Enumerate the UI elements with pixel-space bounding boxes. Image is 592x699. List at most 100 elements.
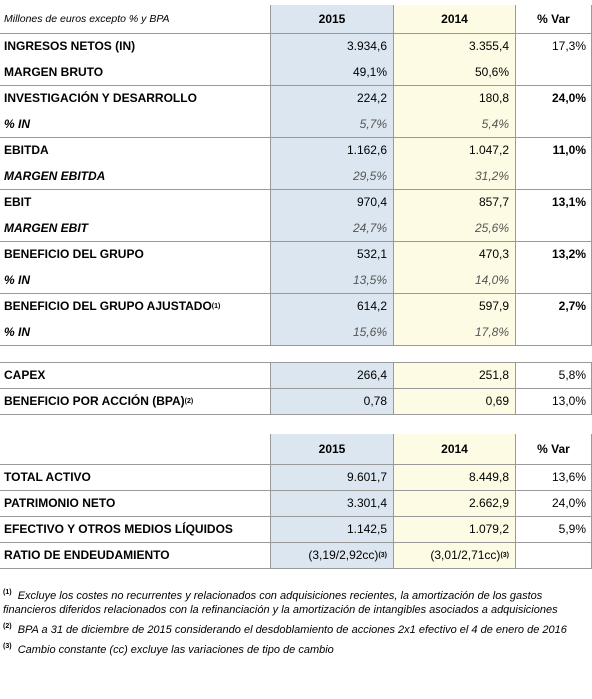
- footnote-3: (3) Cambio constante (cc) excluye las va…: [3, 643, 588, 657]
- table-row: MARGEN EBITDA 29,5% 31,2%: [0, 163, 592, 189]
- value-var: 17,3%: [516, 33, 592, 59]
- table-header-row: 2015 2014 % Var: [0, 434, 592, 464]
- row-label: INGRESOS NETOS (IN): [4, 39, 136, 53]
- row-label: EBIT: [4, 195, 32, 209]
- value-var: 5,8%: [516, 362, 592, 388]
- value-2014: 17,8%: [393, 319, 516, 345]
- value-2015: 15,6%: [270, 319, 393, 345]
- row-label: EFECTIVO Y OTROS MEDIOS LÍQUIDOS: [4, 522, 233, 536]
- table-row: INVESTIGACIÓN Y DESARROLLO 224,2 180,8 2…: [0, 85, 592, 111]
- footnote-text: BPA a 31 de diciembre de 2015 consideran…: [17, 624, 567, 636]
- value-2015: 24,7%: [270, 215, 393, 241]
- spacer: [0, 345, 592, 362]
- table-row: INGRESOS NETOS (IN) 3.934,6 3.355,4 17,3…: [0, 33, 592, 59]
- value-var: 5,9%: [516, 516, 592, 542]
- spacer-cell: [516, 345, 592, 362]
- divider: [0, 414, 592, 415]
- spacer-cell: [270, 345, 393, 362]
- footnote-2: (2) BPA a 31 de diciembre de 2015 consid…: [3, 623, 588, 637]
- divider: [0, 542, 592, 543]
- header-2015: 2015: [270, 5, 393, 33]
- footnote-marker: (3): [500, 551, 509, 559]
- value-2015: 13,5%: [270, 267, 393, 293]
- value-2015: 29,5%: [270, 163, 393, 189]
- row-label: RATIO DE ENDEUDAMIENTO: [4, 548, 170, 562]
- table-row: BENEFICIO DEL GRUPO AJUSTADO (1) 614,2 59…: [0, 293, 592, 319]
- divider: [0, 516, 592, 517]
- value-2014: 470,3: [393, 241, 516, 267]
- table-row: EBITDA 1.162,6 1.047,2 11,0%: [0, 137, 592, 163]
- value-2015: 532,1: [270, 241, 393, 267]
- value-2014: 8.449,8: [393, 464, 516, 490]
- footnote-marker: (1): [211, 302, 221, 310]
- value-2014: 25,6%: [393, 215, 516, 241]
- table-row: TOTAL ACTIVO 9.601,7 8.449,8 13,6%: [0, 464, 592, 490]
- header-var: % Var: [516, 434, 592, 464]
- divider: [0, 33, 592, 34]
- row-label: MARGEN BRUTO: [4, 65, 104, 79]
- row-label: MARGEN EBITDA: [4, 169, 106, 183]
- table-row: MARGEN BRUTO 49,1% 50,6%: [0, 59, 592, 85]
- footnote-1: (1) Excluye los costes no recurrentes y …: [3, 589, 588, 617]
- value-2014: 14,0%: [393, 267, 516, 293]
- value-2014: 5,4%: [393, 111, 516, 137]
- row-label: % IN: [4, 273, 31, 287]
- table-row: MARGEN EBIT 24,7% 25,6%: [0, 215, 592, 241]
- value-var: [516, 215, 592, 241]
- divider: [0, 189, 592, 190]
- value-2015: 3.301,4: [270, 490, 393, 516]
- value-2014: (3,01/2,71cc) (3): [393, 542, 516, 568]
- table-row: BENEFICIO DEL GRUPO 532,1 470,3 13,2%: [0, 241, 592, 267]
- table-row: PATRIMONIO NETO 3.301,4 2.662,9 24,0%: [0, 490, 592, 516]
- row-label: EBITDA: [4, 143, 49, 157]
- footnote-marker: (2): [184, 397, 194, 405]
- footnote-marker: (3): [3, 643, 12, 650]
- value-2014: 597,9: [393, 293, 516, 319]
- row-label-text: BENEFICIO POR ACCIÓN (BPA): [4, 394, 185, 408]
- value-var: 13,6%: [516, 464, 592, 490]
- value-var: 11,0%: [516, 137, 592, 163]
- value-2015: 49,1%: [270, 59, 393, 85]
- value-var: 13,2%: [516, 241, 592, 267]
- table-row: BENEFICIO POR ACCIÓN (BPA) (2) 0,78 0,69 …: [0, 388, 592, 414]
- value-var: 24,0%: [516, 85, 592, 111]
- value-2014: 2.662,9: [393, 490, 516, 516]
- value-2015: 1.142,5: [270, 516, 393, 542]
- value-2015: 3.934,6: [270, 33, 393, 59]
- value-2015: 1.162,6: [270, 137, 393, 163]
- row-label: BENEFICIO DEL GRUPO AJUSTADO (1): [0, 293, 270, 319]
- value-var: [516, 163, 592, 189]
- row-label: PATRIMONIO NETO: [4, 496, 116, 510]
- header-2015: 2015: [270, 434, 393, 464]
- footnotes: (1) Excluye los costes no recurrentes y …: [3, 589, 588, 663]
- value-var: [516, 111, 592, 137]
- divider: [0, 345, 592, 346]
- divider: [0, 241, 592, 242]
- row-label: INVESTIGACIÓN Y DESARROLLO: [4, 91, 197, 105]
- divider: [0, 362, 592, 363]
- row-label: CAPEX: [4, 368, 46, 382]
- row-label: % IN: [4, 325, 31, 339]
- header-2014: 2014: [393, 434, 516, 464]
- table-row: % IN 5,7% 5,4%: [0, 111, 592, 137]
- table-row: % IN 15,6% 17,8%: [0, 319, 592, 345]
- row-label-text: BENEFICIO DEL GRUPO AJUSTADO: [4, 299, 212, 313]
- value-2015: 614,2: [270, 293, 393, 319]
- divider: [0, 464, 592, 465]
- financial-table-main: Millones de euros excepto % y BPA 2015 2…: [0, 5, 592, 414]
- value-2015: 5,7%: [270, 111, 393, 137]
- divider: [0, 490, 592, 491]
- table-row: % IN 13,5% 14,0%: [0, 267, 592, 293]
- row-label: BENEFICIO POR ACCIÓN (BPA) (2): [0, 388, 270, 414]
- header-2014: 2014: [393, 5, 516, 33]
- value-2015: 224,2: [270, 85, 393, 111]
- value-2014: 1.047,2: [393, 137, 516, 163]
- table-row: RATIO DE ENDEUDAMIENTO (3,19/2,92cc) (3) …: [0, 542, 592, 568]
- value-2014: 180,8: [393, 85, 516, 111]
- value-var: [516, 267, 592, 293]
- value-2015: 266,4: [270, 362, 393, 388]
- table-row: EFECTIVO Y OTROS MEDIOS LÍQUIDOS 1.142,5…: [0, 516, 592, 542]
- ratio-2015: (3,19/2,92cc): [308, 548, 379, 562]
- divider: [0, 85, 592, 86]
- value-var: 2,7%: [516, 293, 592, 319]
